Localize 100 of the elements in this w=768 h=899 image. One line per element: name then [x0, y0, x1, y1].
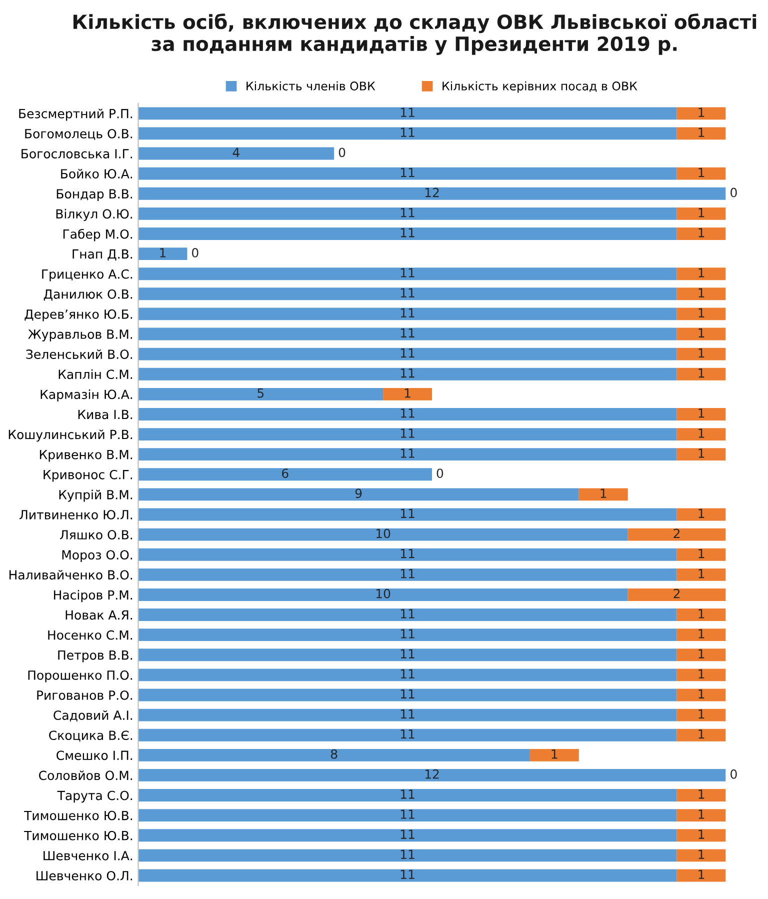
- data-label: 10: [376, 588, 390, 598]
- y-tick-label: Кривенко В.М.: [40, 450, 132, 462]
- bar: [138, 228, 677, 240]
- y-tick-label: Богомолець О.В.: [25, 128, 132, 140]
- bar: [676, 228, 726, 240]
- data-label: 1: [698, 850, 704, 859]
- y-tick-label: Каплін С.М.: [58, 369, 132, 380]
- data-label: 11: [400, 569, 414, 578]
- bar: [676, 789, 726, 802]
- bar: [138, 708, 677, 722]
- data-label: 1: [698, 348, 704, 358]
- data-label: 1: [698, 208, 704, 218]
- bar: [676, 368, 726, 380]
- bar: [138, 388, 384, 400]
- bar: [676, 207, 726, 220]
- data-label: 0: [730, 188, 737, 198]
- y-tick-label: Кармазін Ю.А.: [40, 389, 132, 402]
- data-label: 11: [400, 328, 414, 338]
- data-label: 1: [698, 629, 704, 638]
- bar: [676, 708, 726, 722]
- bar: [676, 508, 726, 521]
- data-label: 1: [698, 729, 704, 739]
- data-label: 11: [400, 428, 414, 438]
- y-tick-label: Журавльов В.М.: [28, 330, 132, 342]
- y-tick-label: Петров В.В.: [58, 650, 132, 662]
- data-label: 1: [160, 248, 166, 258]
- data-label: 11: [400, 609, 414, 618]
- data-label: 11: [400, 168, 414, 178]
- y-tick-label: Кива І.В.: [78, 410, 132, 420]
- bar: [138, 668, 677, 682]
- bar: [676, 668, 726, 682]
- bar: [676, 568, 726, 581]
- y-tick-label: Новак А.Я.: [66, 610, 132, 620]
- y-tick-label: Литвиненко Ю.Л.: [20, 510, 132, 520]
- y-tick-label: Соловйов О.М.: [39, 770, 132, 780]
- data-label: 1: [698, 689, 704, 698]
- data-label: 1: [698, 609, 704, 618]
- y-tick-label: Купрій В.М.: [59, 490, 132, 502]
- y-tick-label: Тимошенко Ю.В.: [24, 830, 132, 840]
- bar: [138, 809, 677, 822]
- bar: [676, 408, 726, 420]
- bar: [138, 488, 579, 501]
- data-label: 8: [330, 749, 338, 759]
- data-label: 11: [400, 870, 414, 879]
- bar: [138, 568, 677, 581]
- bar: [676, 428, 726, 441]
- data-label: 1: [698, 268, 704, 278]
- data-label: 2: [674, 588, 680, 598]
- data-label: 11: [400, 790, 414, 799]
- legend-label: Кількість керівних посад в ОВК: [442, 81, 638, 93]
- bar: [676, 688, 726, 702]
- bar: [138, 548, 677, 561]
- y-tick-label: Зеленський В.О.: [26, 349, 132, 359]
- data-label: 11: [400, 268, 414, 278]
- bar: [138, 628, 677, 642]
- bar: [676, 648, 726, 662]
- data-label: 1: [698, 508, 704, 518]
- data-label: 1: [698, 870, 704, 879]
- data-label: 1: [698, 408, 704, 418]
- bar: [383, 388, 432, 400]
- data-label: 1: [698, 288, 704, 298]
- data-label: 1: [698, 108, 704, 117]
- y-tick-label: Гриценко А.С.: [42, 269, 132, 282]
- data-label: 1: [552, 749, 558, 759]
- bar: [676, 348, 726, 360]
- y-tick-label: Тимошенко Ю.В.: [24, 810, 132, 820]
- bar: [138, 408, 677, 420]
- bar: [676, 328, 726, 340]
- data-label: 11: [400, 850, 414, 859]
- data-label: 11: [400, 228, 414, 238]
- bar: [676, 288, 726, 300]
- bar: [138, 588, 628, 601]
- bar: [138, 248, 188, 260]
- bar: [676, 448, 726, 461]
- bar: [138, 348, 677, 360]
- bar: [676, 107, 726, 120]
- y-tick-label: Безсмертний Р.П.: [19, 108, 132, 121]
- bar: [138, 869, 677, 882]
- data-label: 11: [400, 669, 414, 678]
- y-tick-label: Гнап Д.В.: [72, 249, 132, 261]
- bar: [676, 829, 726, 842]
- bar: [138, 789, 677, 802]
- data-label: 4: [232, 148, 240, 157]
- data-label: 1: [404, 388, 410, 398]
- bar: [138, 288, 677, 300]
- bar: [628, 588, 726, 601]
- data-label: 1: [698, 709, 704, 718]
- data-label: 9: [355, 488, 362, 498]
- bar: [138, 207, 677, 220]
- legend-label: Кількість членів ОВК: [246, 81, 376, 90]
- bar: [138, 468, 432, 481]
- data-label: 11: [400, 709, 414, 718]
- bar: [676, 809, 726, 822]
- data-label: 11: [400, 348, 414, 358]
- data-label: 1: [698, 228, 704, 238]
- bar: [138, 508, 677, 521]
- y-tick-label: Дерев’янко Ю.Б.: [24, 309, 132, 322]
- data-label: 10: [376, 528, 390, 538]
- bar: [138, 829, 677, 842]
- y-tick-label: Бондар В.В.: [56, 189, 132, 201]
